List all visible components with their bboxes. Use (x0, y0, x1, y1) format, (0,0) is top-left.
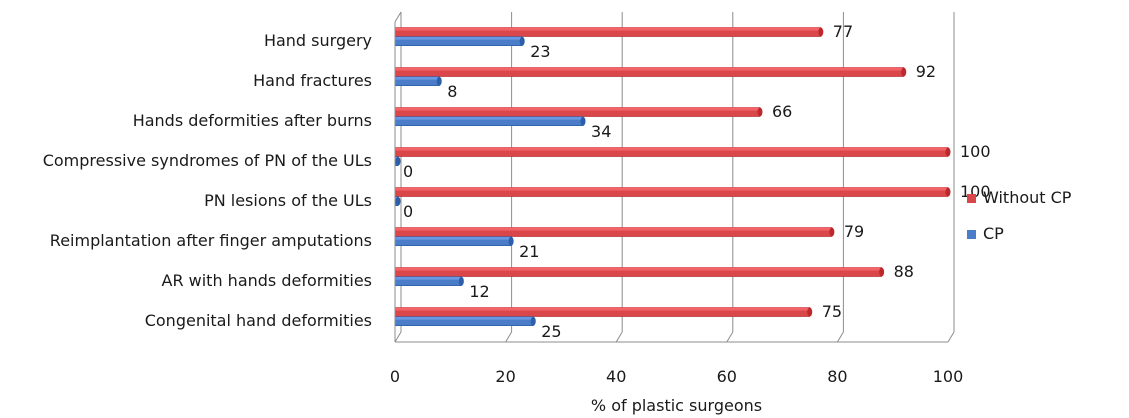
gridline-floor (505, 331, 513, 343)
bar-cp (394, 156, 401, 166)
x-tick-label: 40 (606, 367, 626, 386)
data-label-cp: 0 (403, 162, 413, 181)
x-tick-label: 0 (390, 367, 400, 386)
bar-without-cp-highlight (395, 227, 832, 231)
bar-cp-highlight (395, 116, 584, 120)
bar-cp-cap (580, 116, 586, 126)
bar-without-cp-highlight (395, 267, 882, 271)
grid-layer (394, 12, 955, 343)
labels-layer: 77 23 Hand surgery 92 8 Hand fractures 66 34 Han… (43, 22, 991, 341)
x-tick-label: 80 (827, 367, 847, 386)
category-label: Compressive syndromes of PN of the ULs (43, 151, 372, 170)
data-label-without-cp: 75 (822, 302, 842, 321)
bar-without-cp-highlight (395, 67, 904, 71)
bar-cp (394, 36, 525, 47)
bar-without-cp-cap (829, 227, 835, 237)
data-label-without-cp: 66 (772, 102, 792, 121)
bar-without-cp-highlight (395, 27, 821, 31)
bar-without-cp (394, 27, 824, 37)
axis-layer: 0 20 40 60 80 100% of plastic surgeons (390, 11, 964, 415)
x-tick-label: 100 (933, 367, 964, 386)
legend-swatch (967, 194, 976, 203)
data-label-without-cp: 79 (844, 222, 864, 241)
bar-cp-cap (395, 156, 401, 166)
legend: Without CP CP (967, 188, 1072, 243)
bar-without-cp-cap (807, 307, 813, 317)
bar-cp-cap (395, 196, 401, 206)
category-label: Congenital hand deformities (145, 311, 372, 330)
category-label: Hands deformities after burns (133, 111, 372, 130)
data-label-without-cp: 88 (894, 262, 914, 281)
data-label-cp: 23 (530, 42, 550, 61)
bar-cp-cap (508, 236, 514, 246)
x-axis-title: % of plastic surgeons (591, 396, 762, 415)
data-label-cp: 21 (519, 242, 539, 261)
bar-without-cp-highlight (395, 187, 948, 191)
bar-without-cp (394, 307, 813, 317)
gridline-floor (615, 331, 623, 343)
bar-cp (394, 76, 442, 86)
data-label-without-cp: 100 (960, 142, 991, 161)
bar-without-cp-cap (818, 27, 824, 37)
data-label-without-cp: 92 (916, 62, 936, 81)
axis-wall-top (394, 11, 402, 23)
bar-cp-cap (519, 36, 525, 46)
category-label: PN lesions of the ULs (204, 191, 372, 210)
data-label-cp: 12 (469, 282, 489, 301)
bar-cp-cap (436, 76, 442, 86)
bar-without-cp-cap (945, 147, 951, 157)
bar-cp (394, 276, 464, 287)
category-label: Reimplantation after finger amputations (50, 231, 372, 250)
bar-without-cp (394, 267, 885, 277)
bar-without-cp (394, 67, 907, 77)
bar-without-cp (394, 147, 951, 157)
category-label: Hand surgery (264, 31, 372, 50)
bar-without-cp (394, 227, 835, 237)
bar-cp (394, 236, 514, 246)
legend-label: Without CP (983, 188, 1072, 207)
gridline-floor (836, 331, 844, 343)
bar-without-cp-highlight (395, 107, 760, 111)
data-label-cp: 0 (403, 202, 413, 221)
bar-without-cp-cap (945, 187, 951, 197)
bar-without-cp (394, 187, 951, 197)
bar-without-cp-cap (879, 267, 885, 277)
data-label-cp: 8 (447, 82, 457, 101)
data-label-cp: 25 (541, 322, 561, 341)
legend-swatch (967, 230, 976, 239)
bar-without-cp-highlight (395, 307, 810, 311)
bar-cp-cap (530, 316, 536, 326)
category-label: AR with hands deformities (162, 271, 373, 290)
bar-without-cp-cap (901, 67, 907, 77)
bar-cp-highlight (395, 36, 523, 40)
bar-cp-highlight (395, 316, 534, 320)
data-label-without-cp: 77 (833, 22, 853, 41)
bar-cp (394, 316, 536, 327)
bars-layer (394, 27, 951, 327)
x-tick-label: 60 (717, 367, 737, 386)
data-label-cp: 34 (591, 122, 611, 141)
bar-cp (394, 196, 401, 206)
x-tick-label: 20 (495, 367, 515, 386)
gridline-floor (947, 331, 955, 343)
gridline-floor (394, 331, 402, 343)
bar-cp-highlight (395, 236, 512, 240)
bar-cp-highlight (395, 76, 440, 80)
gridline-floor (726, 331, 734, 343)
bar-cp-highlight (395, 276, 462, 280)
legend-label: CP (983, 224, 1004, 243)
bar-cp-cap (458, 276, 464, 286)
category-label: Hand fractures (253, 71, 372, 90)
bar-without-cp (394, 107, 763, 117)
bar-without-cp-highlight (395, 147, 948, 151)
bar-without-cp-cap (757, 107, 763, 117)
bar-cp (394, 116, 586, 126)
